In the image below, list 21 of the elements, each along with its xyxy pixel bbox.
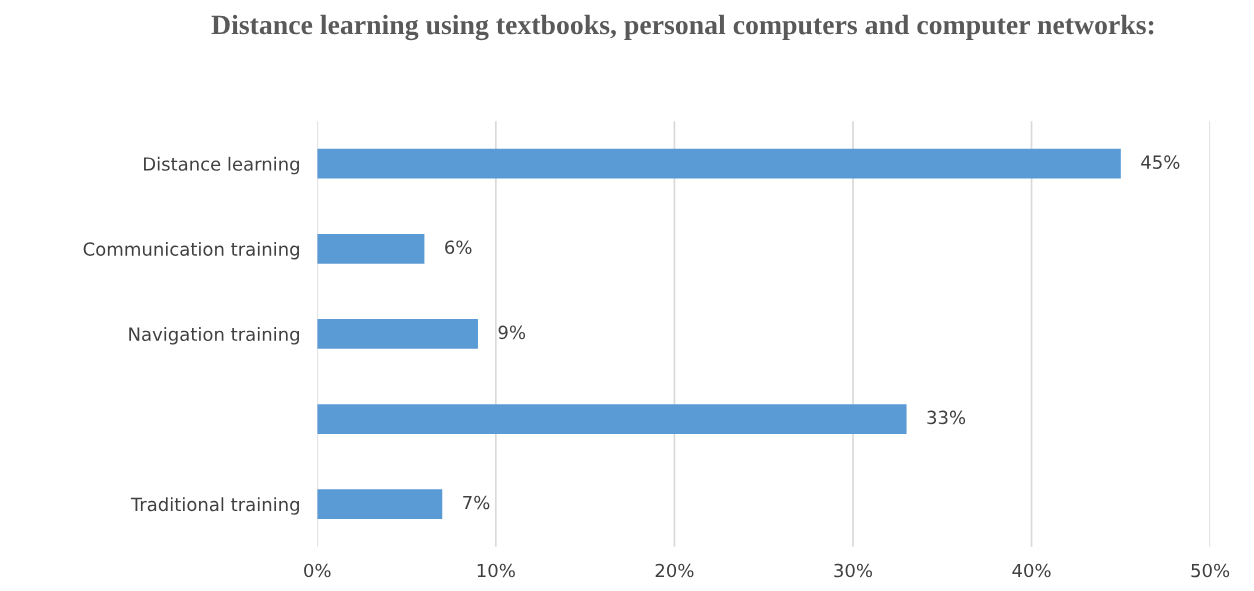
x-tick-label: 10% bbox=[477, 563, 515, 578]
y-tick-label: Traditional training bbox=[130, 497, 299, 515]
data-label: 45% bbox=[1141, 155, 1180, 169]
x-tick-label: 20% bbox=[655, 563, 694, 578]
bar bbox=[317, 233, 425, 264]
x-tick-label: 0% bbox=[304, 563, 331, 578]
y-tick-label: Navigation training bbox=[129, 327, 299, 345]
data-label: 7% bbox=[463, 495, 490, 510]
data-label: 9% bbox=[498, 325, 526, 340]
bar bbox=[317, 404, 907, 434]
bar bbox=[317, 148, 1121, 179]
bar bbox=[317, 489, 443, 520]
data-label: 33% bbox=[927, 410, 966, 425]
y-tick-label: Communication training bbox=[83, 241, 299, 260]
chart-title: Distance learning using textbooks, personal computers and computer networks: bbox=[211, 14, 1154, 41]
x-tick-label: 50% bbox=[1191, 563, 1230, 578]
x-tick-label: 30% bbox=[834, 563, 873, 578]
bar bbox=[317, 319, 478, 349]
data-label: 6% bbox=[445, 240, 472, 255]
y-tick-label: Distance learning bbox=[144, 156, 299, 175]
x-tick-label: 40% bbox=[1012, 563, 1051, 578]
